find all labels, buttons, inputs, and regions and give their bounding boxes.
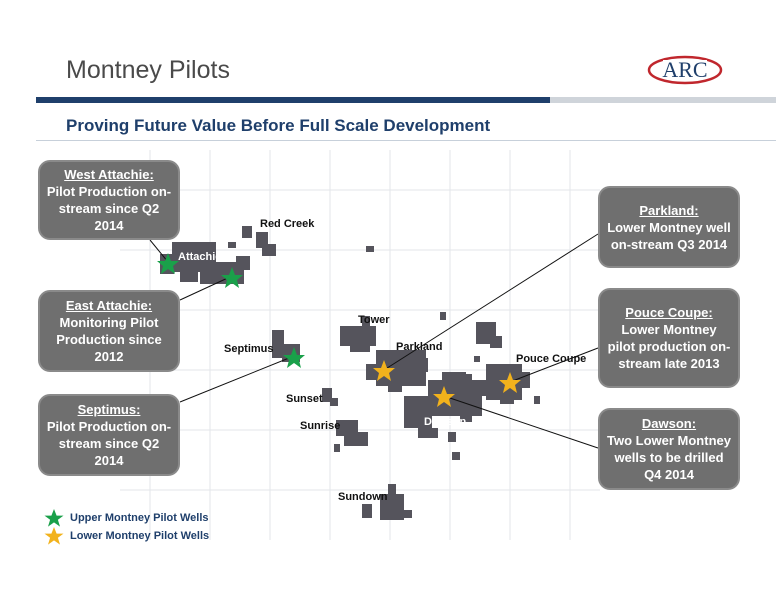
callout-body: Pilot Production on-stream since Q2 2014 xyxy=(46,184,172,233)
lower-star-parkland-icon xyxy=(373,360,395,381)
map-label-sunrise: Sunrise xyxy=(300,420,341,432)
callout-pouce-coupe: Pouce Coupe: Lower Montney pilot product… xyxy=(598,288,740,388)
map-label-parkland: Parkland xyxy=(396,341,443,353)
callout-parkland: Parkland: Lower Montney well on-stream Q… xyxy=(598,186,740,268)
legend-upper: Upper Montney Pilot Wells xyxy=(44,508,209,528)
legend-lower: Lower Montney Pilot Wells xyxy=(44,526,209,546)
callout-body: Pilot Production on-stream since Q2 2014 xyxy=(46,419,172,468)
upper-star-east-attachie-icon xyxy=(221,267,243,288)
land-parcels xyxy=(160,226,540,520)
legend-lower-label: Lower Montney Pilot Wells xyxy=(70,530,210,542)
page-subtitle: Proving Future Value Before Full Scale D… xyxy=(66,116,491,135)
upper-star-septimus-icon xyxy=(283,347,305,368)
map-label-attachie: Attachie xyxy=(178,251,222,263)
callout-septimus: Septimus: Pilot Production on-stream sin… xyxy=(38,394,180,476)
map-label-tower: Tower xyxy=(358,314,390,326)
header-rule-grey xyxy=(550,97,776,103)
legend-upper-label: Upper Montney Pilot Wells xyxy=(70,512,209,524)
pilot-stars xyxy=(157,253,521,407)
callout-heading: Parkland: xyxy=(639,202,699,218)
upper-star-west-attachie-icon xyxy=(157,253,179,274)
header-rule xyxy=(36,97,550,103)
map-label-pouce-coupe: Pouce Coupe xyxy=(516,353,587,365)
callout-heading: Pouce Coupe: xyxy=(625,305,713,320)
map-label-dawson: Dawson xyxy=(424,416,467,428)
callout-body: Two Lower Montney wells to be drilled Q4… xyxy=(607,433,731,482)
arc-logo: ARC xyxy=(647,55,723,85)
logo-text: ARC xyxy=(662,57,707,82)
callout-body: Lower Montney well on-stream Q3 2014 xyxy=(607,219,731,252)
page-title: Montney Pilots xyxy=(66,56,230,84)
lower-star-pouce-coupe-icon xyxy=(499,372,521,393)
map-label-sundown: Sundown xyxy=(338,491,388,503)
green-star-icon xyxy=(44,509,64,527)
callout-dawson: Dawson: Two Lower Montney wells to be dr… xyxy=(598,408,740,490)
callout-heading: West Attachie: xyxy=(64,167,154,182)
callout-west-attachie: West Attachie: Pilot Production on-strea… xyxy=(38,160,180,240)
map-label-red-creek: Red Creek xyxy=(260,218,315,230)
map-label-sunset: Sunset xyxy=(286,393,323,405)
gold-star-icon xyxy=(44,527,64,545)
callout-east-attachie: East Attachie: Monitoring Pilot Producti… xyxy=(38,290,180,372)
callout-body: Monitoring Pilot Production since 2012 xyxy=(56,315,162,364)
callout-heading: East Attachie: xyxy=(65,298,153,313)
callout-heading: Dawson: xyxy=(641,416,697,431)
callout-heading: Septimus: xyxy=(77,402,141,417)
map-label-septimus: Septimus xyxy=(224,343,274,355)
callout-leader-lines xyxy=(149,233,599,449)
subtitle-rule xyxy=(36,140,776,141)
lower-star-dawson-icon xyxy=(433,386,455,407)
callout-body: Lower Montney pilot production on-stream… xyxy=(607,322,731,371)
